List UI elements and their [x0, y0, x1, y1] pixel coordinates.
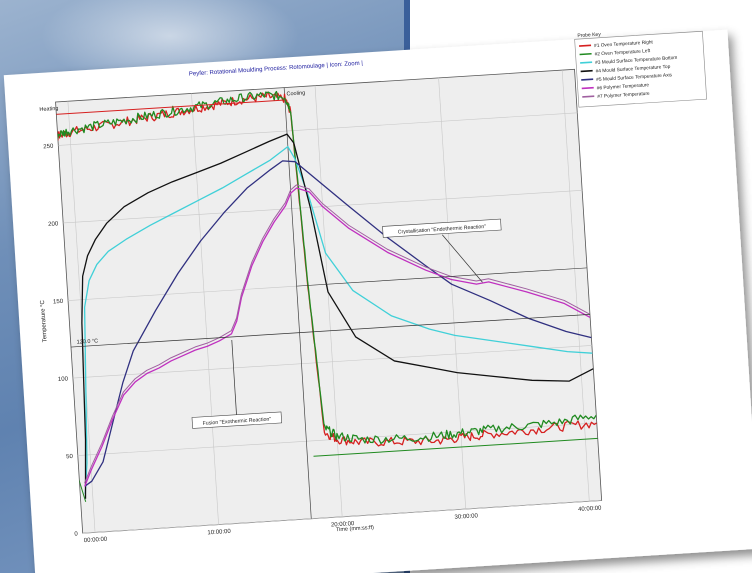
annotation-label: Crystallisation "Endothermic Reaction"	[398, 224, 487, 236]
series-group	[55, 90, 598, 502]
legend-entry-label: #6 Polymer Temperature	[597, 82, 650, 91]
y-tick-label: 50	[66, 454, 74, 460]
legend-entry-label: #2 Oven Temperature Left	[594, 48, 651, 58]
y-tick-label: 250	[43, 144, 54, 151]
reference-lines: 120.0 °C	[70, 267, 590, 348]
x-axis-label: Time (mm:ss:ff)	[336, 525, 374, 533]
legend-box	[574, 30, 707, 108]
x-gridline	[191, 93, 219, 525]
legend-swatch	[579, 52, 592, 56]
x-axis-ticks: 00:00:00 10:00:00 20:00:00 30:00:00 40:00:00	[84, 505, 603, 544]
legend-entry-label: #1 Oven Temperature Right	[594, 39, 654, 49]
y-gridline	[82, 500, 602, 534]
reference-line-label: 120.0 °C	[77, 338, 99, 345]
legend-entry-label: #4 Mould Surface Temperature Top	[596, 64, 671, 75]
legend-title: Probe Key	[577, 32, 601, 39]
y-gridline	[58, 112, 578, 146]
legend-entry-label: #5 Mould Surface Temperature Axis	[596, 72, 673, 83]
legend-entry-label: #3 Mould Surface Temperature Bottom	[595, 55, 678, 66]
phase-label: Cooling	[286, 90, 305, 97]
y-tick-label: 100	[58, 376, 69, 383]
y-axis-label: Temperature °C	[40, 299, 49, 342]
annotation-arrow	[442, 234, 483, 283]
y-tick-label: 200	[48, 221, 59, 228]
x-tick-label: 20:00:00	[331, 521, 355, 528]
x-gridline	[438, 77, 467, 510]
series-line	[313, 437, 598, 457]
series-line	[55, 90, 597, 445]
x-tick-label: 40:00:00	[578, 505, 602, 512]
y-tick-label: 0	[74, 531, 78, 537]
annotation-label: Fusion "Exothermic Reaction"	[203, 417, 272, 427]
legend-swatch	[580, 69, 593, 73]
phase-divider: Heating Cooling	[39, 87, 312, 519]
annotation-box	[382, 218, 502, 238]
series-line	[84, 160, 592, 487]
legend-swatch	[582, 95, 595, 98]
gridlines	[58, 70, 602, 534]
legend-swatch	[581, 86, 594, 90]
series-line	[81, 133, 594, 499]
series-line	[84, 187, 591, 487]
x-tick-label: 00:00:00	[84, 537, 108, 544]
cooling-divider	[283, 87, 312, 519]
legend: Probe Key #1 Oven Temperature Right#2 Ov…	[574, 30, 707, 108]
crystallisation-line	[296, 267, 588, 287]
annotations: Crystallisation "Endothermic Reaction" Fu…	[191, 218, 502, 429]
legend-swatch	[579, 44, 592, 47]
legend-swatch	[581, 78, 594, 81]
series-line	[83, 145, 593, 495]
x-tick-label: 10:00:00	[207, 529, 231, 536]
legend-entry-label: #7 Polymer Temperature	[597, 91, 650, 100]
phase-label: Heating	[39, 106, 58, 113]
series-line	[84, 184, 591, 484]
x-gridline	[561, 70, 590, 502]
annotation-arrow	[231, 340, 237, 415]
y-tick-label: 150	[53, 299, 64, 306]
series-line	[55, 99, 285, 117]
y-axis-ticks: 0 50 100 150 200 250	[43, 144, 78, 538]
legend-swatch	[580, 61, 593, 64]
x-gridline	[314, 85, 343, 517]
y-gridline	[72, 345, 592, 379]
x-tick-label: 30:00:00	[454, 513, 478, 520]
annotation-box	[191, 411, 283, 429]
reference-line-120	[70, 314, 590, 348]
